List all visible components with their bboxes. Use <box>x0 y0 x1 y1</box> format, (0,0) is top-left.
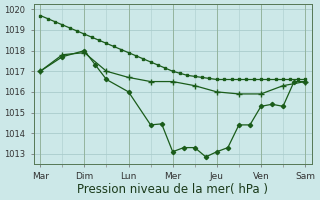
X-axis label: Pression niveau de la mer( hPa ): Pression niveau de la mer( hPa ) <box>77 183 268 196</box>
